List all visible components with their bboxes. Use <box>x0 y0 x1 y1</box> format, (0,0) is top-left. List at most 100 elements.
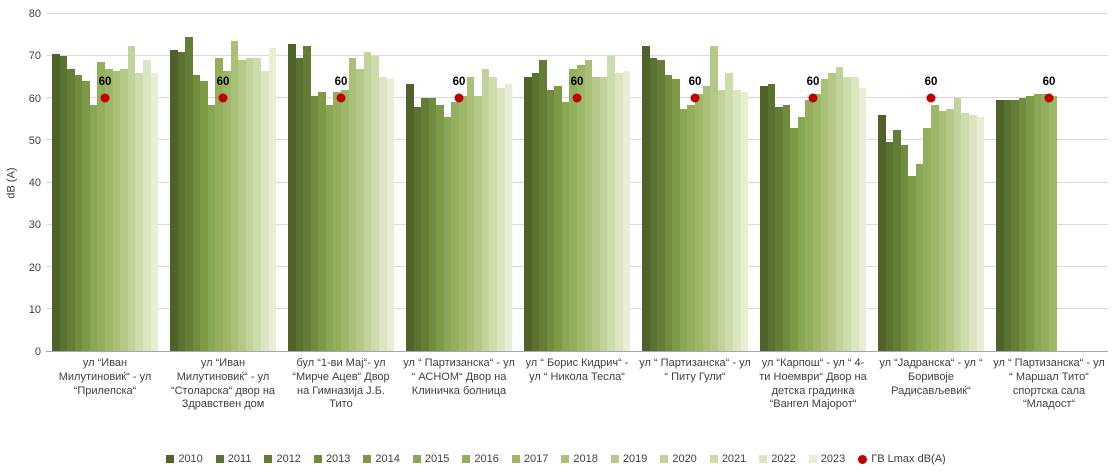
bar-2017 <box>813 94 821 351</box>
legend-label: 2021 <box>721 453 747 465</box>
legend-item-2011: 2011 <box>215 453 251 465</box>
threshold-marker-dot <box>100 93 110 103</box>
bar-2021 <box>725 72 733 351</box>
bar-2016 <box>687 104 696 351</box>
bar-2012 <box>893 129 901 351</box>
bar-2017 <box>577 64 585 351</box>
bar-2016 <box>215 58 224 351</box>
bar-2021 <box>253 58 261 351</box>
bar-2020 <box>363 51 372 351</box>
bar-2023 <box>740 91 749 351</box>
bar-2015 <box>797 117 806 351</box>
legend-swatch-icon <box>660 455 669 463</box>
legend-label: 2017 <box>523 453 549 465</box>
bar-2017 <box>105 68 113 351</box>
bar-2012 <box>657 60 665 351</box>
bar-2014 <box>672 79 680 351</box>
bar-2020 <box>717 89 726 351</box>
bar-2010 <box>170 49 178 351</box>
bar-2016 <box>333 91 342 351</box>
bar-2019 <box>592 77 600 351</box>
bar-2018 <box>466 77 475 351</box>
bar-group: 60 <box>754 14 872 351</box>
bar-2013 <box>664 75 673 351</box>
bar-2010 <box>524 77 532 351</box>
bar-2018 <box>938 110 947 351</box>
legend-label: 2016 <box>474 453 499 465</box>
bar-2016 <box>569 68 578 351</box>
threshold-value-label: 60 <box>1042 76 1056 89</box>
bar-2012 <box>539 60 547 351</box>
legend-item-2015: 2015 <box>412 453 449 465</box>
bar-2019 <box>946 108 954 351</box>
bar-2019 <box>356 68 364 351</box>
bar-2021 <box>607 56 615 351</box>
bar-2022 <box>968 115 977 351</box>
bar-2012 <box>775 106 783 351</box>
bar-2022 <box>260 70 269 351</box>
bar-2012 <box>1011 100 1019 351</box>
bar-group: 60 <box>400 14 518 351</box>
y-tick-label: 40 <box>28 177 41 189</box>
legend-label: 2020 <box>672 453 697 465</box>
category-label: ул “ Борис Кидрич“ - ул “ Никола Тесла“ <box>525 357 629 383</box>
category-label: ул “Јадранска“ - ул “ Боривоје Радисавље… <box>879 357 983 397</box>
bar-2019 <box>474 96 482 351</box>
bar-2021 <box>135 72 143 351</box>
bar-2013 <box>74 75 83 351</box>
plot-row: dB (A) 0 10 20 30 40 50 60 70 80 60 60 60 60 60 60 60 6… <box>4 8 1108 358</box>
plot-area: 60 60 60 60 60 60 60 60 60 <box>46 13 1108 352</box>
bar-2014 <box>436 104 444 351</box>
bar-2022 <box>142 60 151 351</box>
bar-2011 <box>413 106 422 351</box>
bar-2016 <box>1041 94 1050 351</box>
bar-group: 60 <box>164 14 282 351</box>
bar-2021 <box>371 56 379 351</box>
bar-2014 <box>790 127 798 351</box>
category-label: ул “ Партизанска“ - ул “ АСНОМ“ Двор на … <box>403 357 515 397</box>
legend-item-2023: 2023 <box>808 453 845 465</box>
category-label: ул “Иван Милутиновиќ“ - ул “Прилепска“ <box>58 357 152 397</box>
bar-2014 <box>554 85 562 351</box>
y-tick-label: 60 <box>28 92 41 105</box>
bar-2019 <box>120 68 128 351</box>
gridline <box>46 13 1108 14</box>
bar-2010 <box>760 85 768 351</box>
bar-2017 <box>459 96 467 351</box>
category-label: ул “Карпош“ - ул “ 4-ти Ноември“ Двор на… <box>759 357 867 411</box>
bar-2014 <box>908 176 916 351</box>
bar-2012 <box>303 45 311 351</box>
y-tick-label: 50 <box>28 134 41 147</box>
bar-2011 <box>649 58 658 351</box>
legend-item-2014: 2014 <box>363 453 400 465</box>
bar-2014 <box>200 81 208 351</box>
bar-2023 <box>386 79 395 351</box>
bar-2010 <box>406 83 414 351</box>
legend-swatch-icon <box>808 455 817 463</box>
threshold-value-label: 60 <box>334 76 348 89</box>
legend-label: 2018 <box>573 453 598 465</box>
legend: 2010 2011 2012 2013 2014 2015 2016 2017 2018 2019… <box>4 453 1108 465</box>
bar-2014 <box>318 91 326 351</box>
legend-item-threshold: ГВ Lmax dB(A) <box>858 453 946 465</box>
bar-2023 <box>150 72 159 351</box>
bar-2015 <box>325 104 334 351</box>
legend-swatch-icon <box>166 455 175 463</box>
threshold-marker-dot <box>336 93 346 103</box>
legend-item-2022: 2022 <box>759 453 796 465</box>
bar-2013 <box>428 98 437 351</box>
threshold-marker-dot <box>572 93 582 103</box>
bar-2011 <box>1003 100 1012 351</box>
legend-swatch-icon <box>215 455 224 463</box>
threshold-marker-dot <box>690 93 700 103</box>
y-tick-label: 20 <box>28 261 41 274</box>
legend-swatch-icon <box>511 455 520 463</box>
bar-2013 <box>1018 98 1027 351</box>
bar-2013 <box>546 89 555 351</box>
legend-label: 2014 <box>375 453 400 465</box>
category-label: бул “1-ви Мај“- ул “Мирче Ацев“ Двор на … <box>292 357 390 411</box>
bar-2015 <box>915 163 924 351</box>
y-tick-label: 70 <box>28 50 41 63</box>
legend-item-2020: 2020 <box>660 453 697 465</box>
legend-item-2010: 2010 <box>166 453 203 465</box>
